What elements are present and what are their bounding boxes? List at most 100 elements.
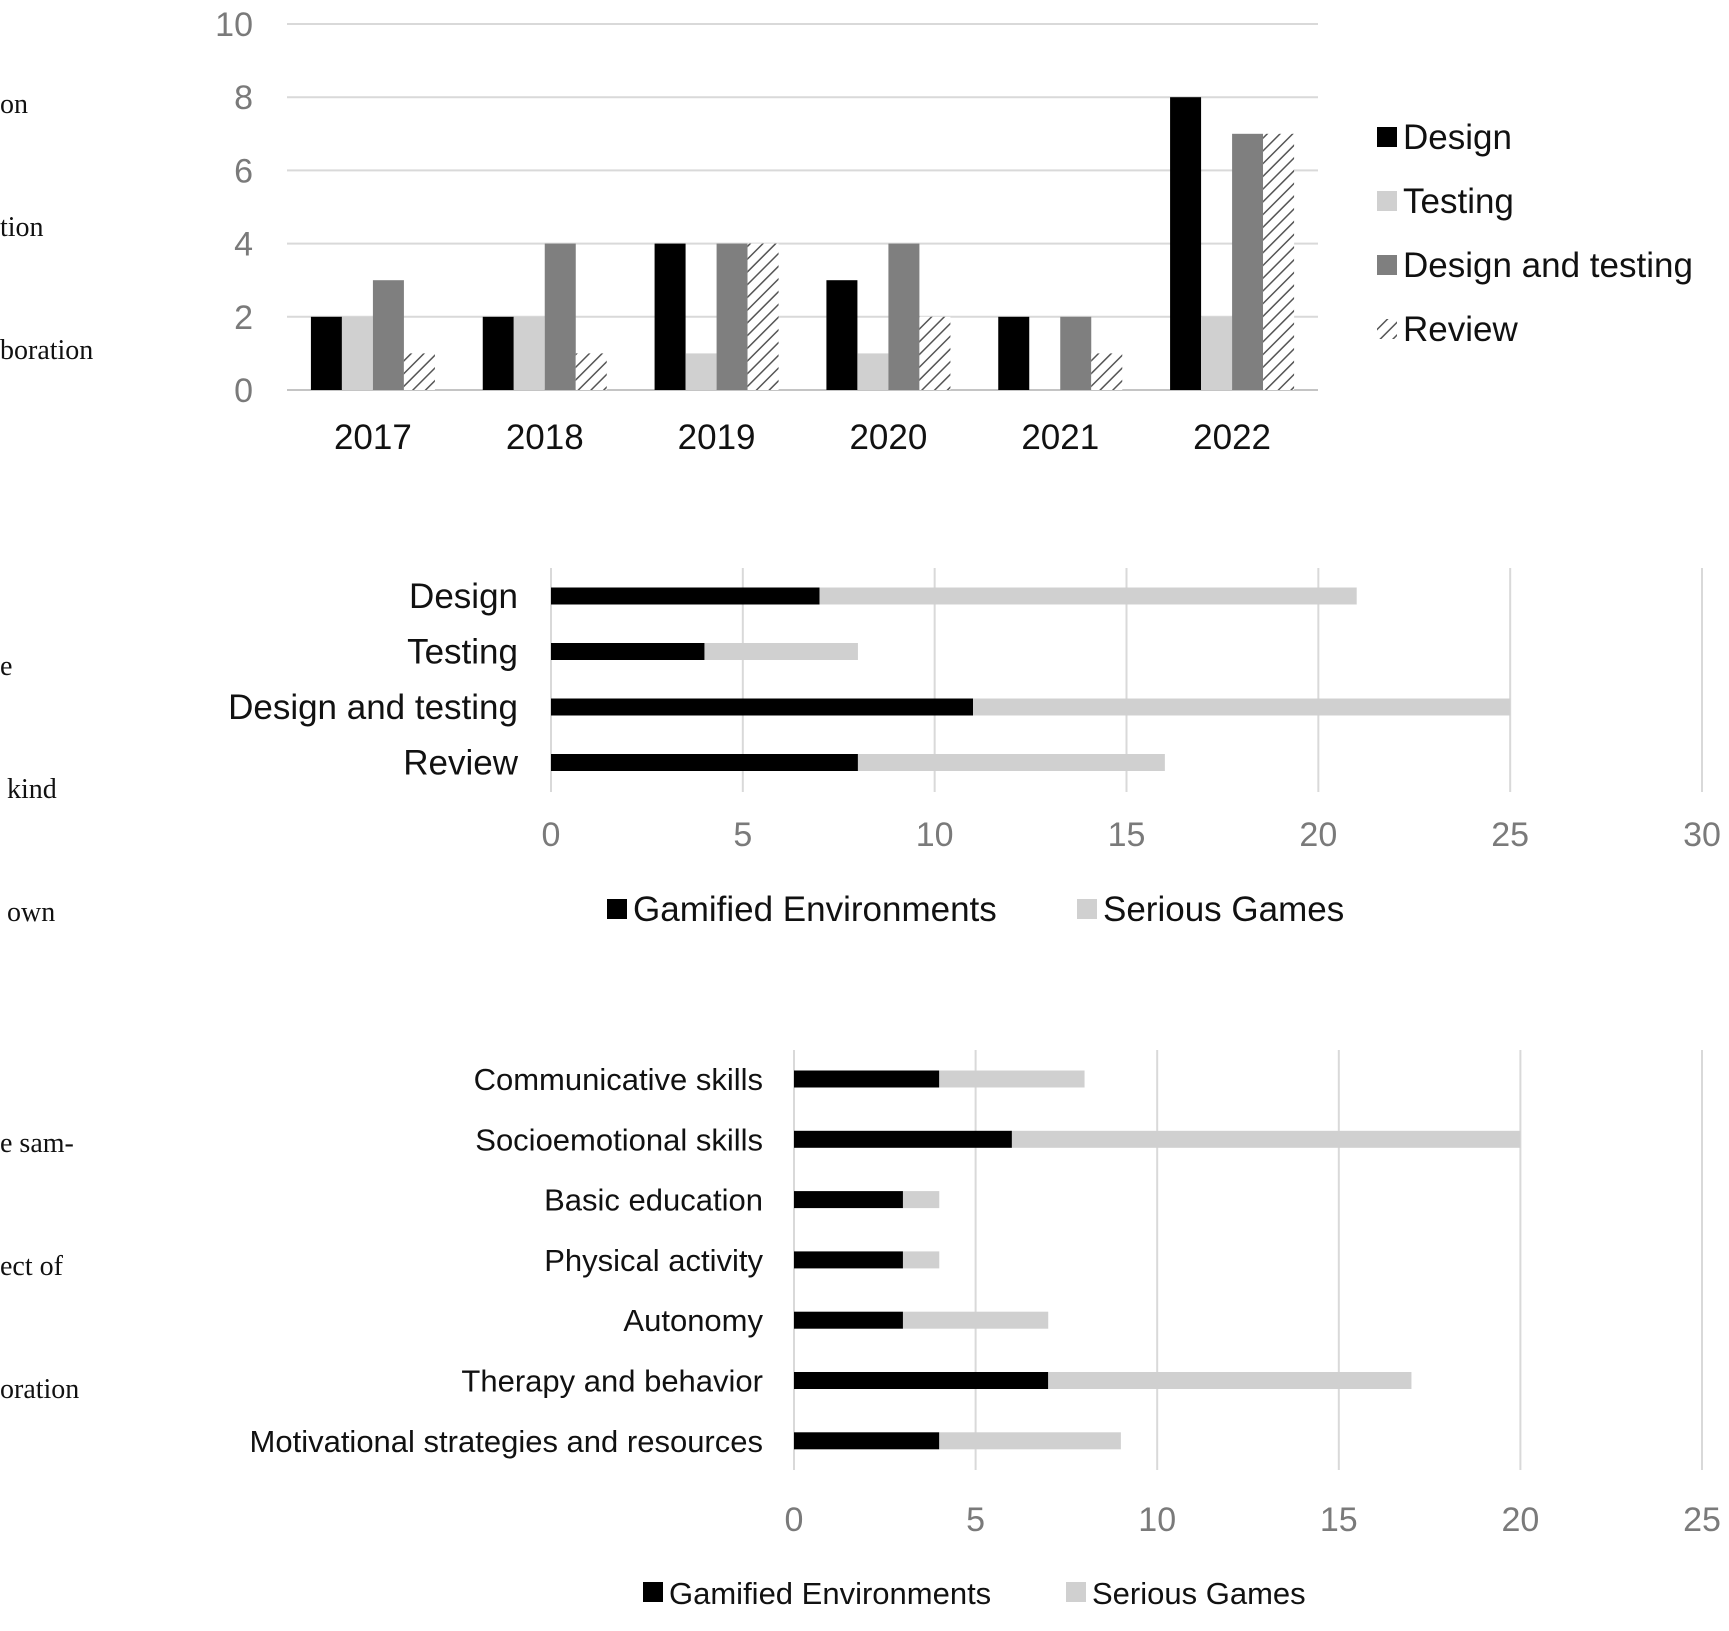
bar-gamified-environments — [794, 1191, 903, 1209]
x-tick-label: 2019 — [678, 418, 756, 457]
y-tick-label: 4 — [234, 226, 253, 264]
bar-gamified-environments — [794, 1130, 1012, 1148]
aspect-stacked-bar-chart: 0 5 10 15 20 25 Communicative skills Socioemoti… — [250, 1050, 1721, 1611]
bar-design — [482, 316, 514, 390]
x-tick-label: 25 — [1683, 1501, 1721, 1539]
legend-label-gamified-environments: Gamified Environments — [669, 1576, 991, 1611]
bar-design-and-testing — [544, 243, 576, 390]
legend-swatch-review — [1377, 319, 1397, 339]
side-caption-line: e — [0, 651, 13, 682]
legend-swatch-serious-games — [1077, 899, 1097, 919]
bar-design — [826, 280, 858, 390]
bar-gamified-environments — [794, 1372, 1049, 1389]
bar-review — [403, 353, 435, 390]
y-tick-label: 6 — [234, 152, 253, 190]
bar-gamified-environments — [551, 698, 974, 716]
legend-swatch-gamified-environments — [607, 899, 627, 919]
bar-gamified-environments — [794, 1070, 940, 1088]
bar-gamified-environments — [551, 587, 820, 605]
x-tick-label: 2022 — [1193, 418, 1271, 457]
legend-label-design: Design — [1403, 118, 1512, 157]
side-caption-3: e sam- ect of oration — [0, 1041, 79, 1451]
legend-label-serious-games: Serious Games — [1092, 1576, 1306, 1611]
x-tick-label: 2021 — [1021, 418, 1099, 457]
category-label: Review — [403, 744, 518, 783]
y-tick-label: 2 — [234, 299, 253, 337]
y-tick-label: 0 — [234, 372, 253, 410]
bar-testing — [1201, 316, 1233, 390]
legend-swatch-design — [1377, 127, 1397, 147]
bar-review — [1091, 353, 1123, 390]
bar-serious-games — [857, 754, 1165, 771]
legend-label-gamified-environments: Gamified Environments — [633, 890, 997, 929]
bar-gamified-environments — [551, 643, 705, 660]
legend-label-testing: Testing — [1403, 182, 1514, 221]
bar-serious-games — [1011, 1130, 1521, 1148]
bar-design-and-testing — [372, 280, 404, 390]
bar-design-and-testing — [1060, 316, 1092, 390]
x-tick-label: 20 — [1299, 816, 1337, 854]
bar-serious-games — [704, 643, 858, 660]
x-tick-label: 2020 — [849, 418, 927, 457]
category-label: Design and testing — [228, 688, 518, 727]
x-tick-label: 15 — [1108, 816, 1146, 854]
x-tick-label: 10 — [916, 816, 954, 854]
legend-label-design-and-testing: Design and testing — [1403, 246, 1693, 285]
bar-review — [1263, 133, 1295, 391]
bar-review — [575, 353, 607, 390]
x-tick-label: 2018 — [506, 418, 584, 457]
bar-serious-games — [1048, 1372, 1412, 1389]
side-caption-2: e kind own — [0, 564, 57, 974]
bar-design-and-testing — [716, 243, 748, 390]
x-tick-label: 0 — [785, 1501, 804, 1539]
bar-serious-games — [902, 1191, 940, 1209]
bar-gamified-environments — [794, 1311, 903, 1329]
side-caption-line: on — [0, 89, 28, 120]
category-label: Communicative skills — [474, 1062, 763, 1097]
bar-review — [919, 316, 951, 390]
bar-serious-games — [902, 1311, 1049, 1329]
legend-label-review: Review — [1403, 310, 1518, 349]
x-tick-label: 30 — [1683, 816, 1721, 854]
category-label: Autonomy — [623, 1303, 763, 1338]
x-tick-label: 10 — [1138, 1501, 1176, 1539]
legend-label-serious-games: Serious Games — [1103, 890, 1344, 929]
category-label: Physical activity — [544, 1243, 763, 1278]
category-label: Motivational strategies and resources — [250, 1424, 763, 1459]
category-label: Socioemotional skills — [475, 1122, 763, 1157]
bar-design — [654, 243, 686, 390]
bar-design — [1170, 97, 1202, 390]
x-tick-label: 25 — [1491, 816, 1529, 854]
bar-gamified-environments — [794, 1251, 903, 1269]
side-caption-line: kind — [0, 774, 57, 805]
kind-stacked-bar-chart: 0 5 10 15 20 25 30 Design Testing Design and test… — [228, 568, 1721, 929]
side-caption-line: e sam- — [0, 1128, 74, 1159]
bar-serious-games — [939, 1070, 1085, 1088]
bar-testing — [685, 353, 717, 390]
bar-design-and-testing — [888, 243, 920, 390]
x-tick-label: 5 — [733, 816, 752, 854]
x-tick-label: 5 — [966, 1501, 985, 1539]
bar-review — [747, 243, 779, 390]
bar-design — [998, 316, 1030, 390]
bar-serious-games — [819, 587, 1357, 605]
bar-serious-games — [973, 698, 1511, 716]
bar-serious-games — [939, 1432, 1121, 1450]
x-tick-label: 0 — [542, 816, 561, 854]
side-caption-line: ect of — [0, 1251, 63, 1282]
y-tick-label: 8 — [234, 79, 253, 117]
category-label: Basic education — [544, 1183, 763, 1218]
side-caption-line: own — [0, 897, 56, 928]
legend-swatch-gamified-environments — [643, 1582, 663, 1602]
y-tick-label: 10 — [215, 6, 253, 44]
x-tick-label: 15 — [1320, 1501, 1358, 1539]
x-tick-label: 2017 — [334, 418, 412, 457]
side-caption-1: on tion boration — [0, 2, 93, 412]
side-caption-line: tion — [0, 212, 44, 243]
bar-gamified-environments — [551, 754, 858, 771]
bar-design-and-testing — [1232, 133, 1264, 391]
legend-swatch-testing — [1377, 191, 1397, 211]
category-label: Design — [409, 577, 518, 616]
yearly-bar-chart: 0 2 4 6 8 10 2017 2018 2019 2020 2021 2022 Design Tes… — [215, 6, 1693, 457]
